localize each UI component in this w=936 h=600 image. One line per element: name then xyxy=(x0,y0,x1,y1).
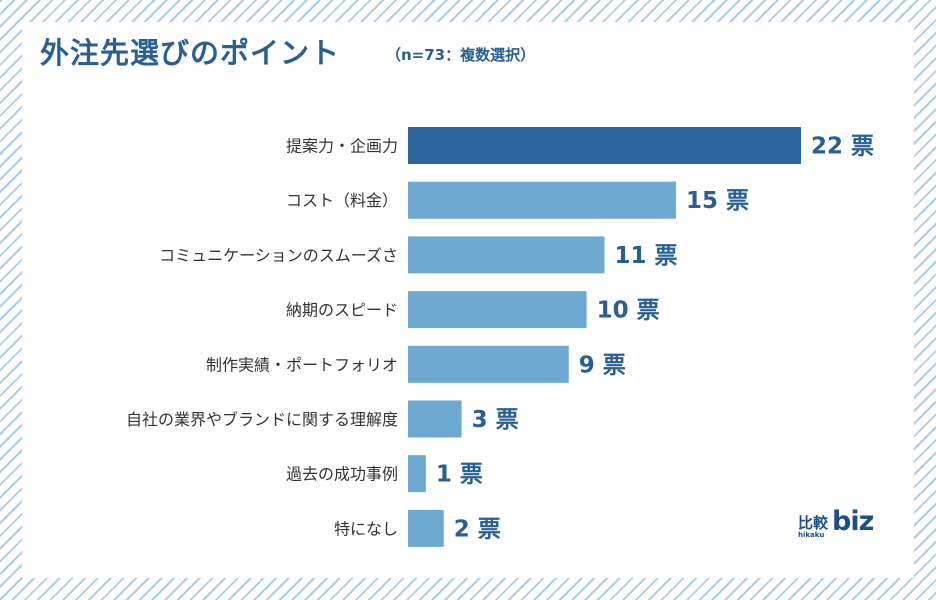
value-label: 15 票 xyxy=(686,188,749,214)
bar xyxy=(408,181,676,219)
value-label: 11 票 xyxy=(615,243,678,269)
bar xyxy=(408,400,462,438)
bar xyxy=(408,236,605,274)
bar xyxy=(408,291,587,329)
chart-subtitle: （n=73：複数選択） xyxy=(386,46,536,64)
bar xyxy=(408,127,801,164)
category-label: コスト（料金） xyxy=(286,191,398,210)
category-label: コミュニケーションのスムーズさ xyxy=(159,246,398,265)
hikaku-biz-logo: 比較 hikaku biz xyxy=(798,506,880,542)
value-label: 2 票 xyxy=(454,516,501,542)
category-label: 自社の業界やブランドに関する理解度 xyxy=(126,410,398,429)
value-label: 9 票 xyxy=(579,352,626,378)
logo-biz: biz xyxy=(832,506,874,537)
value-label: 10 票 xyxy=(597,298,660,324)
category-label: 提案力・企画力 xyxy=(286,137,398,156)
category-label: 納期のスピード xyxy=(286,301,398,320)
category-label: 制作実績・ポートフォリオ xyxy=(206,355,398,374)
category-label: 過去の成功事例 xyxy=(286,465,398,484)
value-label: 22 票 xyxy=(811,134,874,160)
value-label: 3 票 xyxy=(472,407,519,433)
bar xyxy=(408,345,569,383)
chart-title: 外注先選びのポイント xyxy=(40,36,341,70)
logo-romaji: hikaku xyxy=(798,531,825,539)
bar xyxy=(408,509,444,547)
value-label: 1 票 xyxy=(436,462,483,488)
bar xyxy=(408,455,426,493)
logo-kanji: 比較 xyxy=(798,514,829,532)
category-label: 特になし xyxy=(334,519,398,538)
